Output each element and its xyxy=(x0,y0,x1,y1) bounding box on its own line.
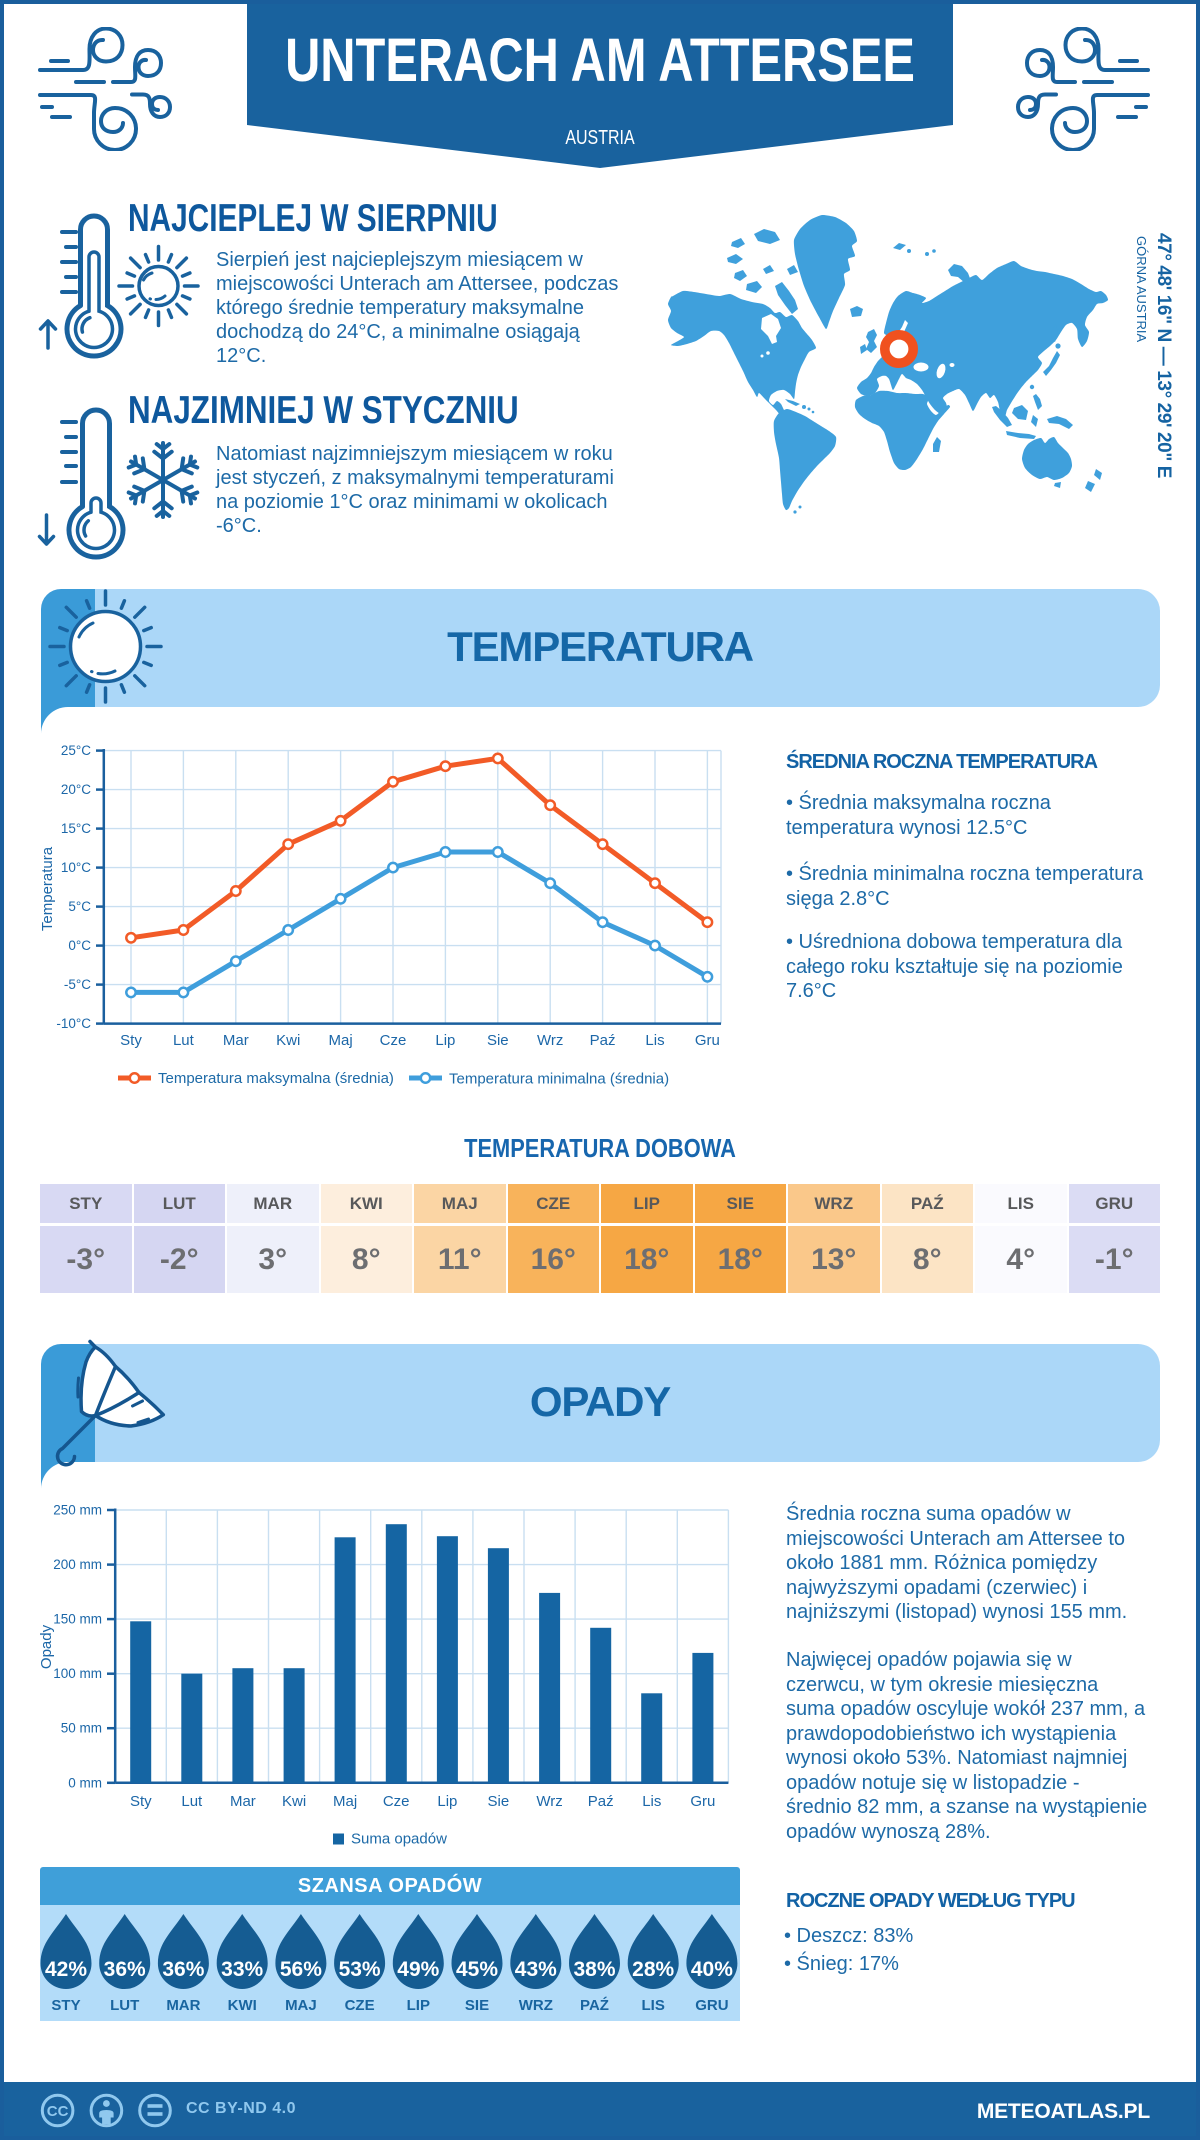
svg-text:25°C: 25°C xyxy=(61,743,91,758)
svg-text:36%: 36% xyxy=(162,1958,204,1981)
svg-text:Temperatura: Temperatura xyxy=(40,846,56,931)
svg-text:Sie: Sie xyxy=(488,1793,510,1810)
svg-text:Maj: Maj xyxy=(329,1032,353,1049)
svg-text:Cze: Cze xyxy=(380,1032,407,1049)
svg-text:Mar: Mar xyxy=(230,1793,256,1810)
svg-text:Mar: Mar xyxy=(223,1032,249,1049)
svg-text:Temperatura minimalna (średnia: Temperatura minimalna (średnia) xyxy=(449,1071,669,1088)
svg-text:MAJ: MAJ xyxy=(285,1997,317,2014)
svg-text:Suma opadów: Suma opadów xyxy=(351,1831,447,1848)
svg-text:KWI: KWI xyxy=(228,1997,257,2014)
svg-text:CC: CC xyxy=(47,2103,69,2120)
svg-text:Paź: Paź xyxy=(588,1793,614,1810)
svg-text:36%: 36% xyxy=(104,1958,146,1981)
svg-text:5°C: 5°C xyxy=(68,899,91,914)
svg-text:Sty: Sty xyxy=(120,1032,142,1049)
svg-text:Gru: Gru xyxy=(690,1793,715,1810)
svg-text:50 mm: 50 mm xyxy=(61,1721,102,1736)
svg-text:20°C: 20°C xyxy=(61,782,91,797)
svg-text:15°C: 15°C xyxy=(61,821,91,836)
svg-text:250 mm: 250 mm xyxy=(53,1503,102,1518)
svg-text:MAR: MAR xyxy=(166,1997,200,2014)
svg-text:49%: 49% xyxy=(397,1958,439,1981)
svg-text:38%: 38% xyxy=(573,1958,615,1981)
svg-text:Maj: Maj xyxy=(333,1793,357,1810)
svg-text:LIP: LIP xyxy=(407,1997,430,2014)
svg-text:45%: 45% xyxy=(456,1958,498,1981)
svg-text:Kwi: Kwi xyxy=(282,1793,306,1810)
svg-text:GRU: GRU xyxy=(695,1997,728,2014)
svg-text:LUT: LUT xyxy=(110,1997,139,2014)
svg-text:0°C: 0°C xyxy=(68,938,91,953)
svg-text:Opady: Opady xyxy=(40,1624,55,1669)
svg-text:Sie: Sie xyxy=(487,1032,509,1049)
svg-text:-5°C: -5°C xyxy=(64,977,91,992)
svg-text:Lis: Lis xyxy=(642,1793,661,1810)
svg-text:150 mm: 150 mm xyxy=(53,1612,102,1627)
svg-text:56%: 56% xyxy=(280,1958,322,1981)
svg-text:LIS: LIS xyxy=(642,1997,665,2014)
svg-text:Lip: Lip xyxy=(437,1793,457,1810)
svg-text:28%: 28% xyxy=(632,1958,674,1981)
svg-text:Lis: Lis xyxy=(645,1032,664,1049)
svg-text:Lip: Lip xyxy=(435,1032,455,1049)
svg-text:200 mm: 200 mm xyxy=(53,1557,102,1572)
svg-text:Lut: Lut xyxy=(181,1793,203,1810)
svg-text:Temperatura maksymalna (średni: Temperatura maksymalna (średnia) xyxy=(158,1070,394,1087)
svg-text:Sty: Sty xyxy=(130,1793,152,1810)
svg-text:43%: 43% xyxy=(515,1958,557,1981)
svg-text:-10°C: -10°C xyxy=(56,1016,91,1031)
svg-text:33%: 33% xyxy=(221,1958,263,1981)
svg-text:100 mm: 100 mm xyxy=(53,1666,102,1681)
svg-text:CZE: CZE xyxy=(345,1997,375,2014)
svg-text:PAŹ: PAŹ xyxy=(580,1997,609,2014)
svg-text:53%: 53% xyxy=(339,1958,381,1981)
svg-text:Kwi: Kwi xyxy=(276,1032,300,1049)
svg-text:Cze: Cze xyxy=(383,1793,410,1810)
svg-text:Paź: Paź xyxy=(590,1032,616,1049)
svg-text:40%: 40% xyxy=(691,1958,733,1981)
svg-text:Wrz: Wrz xyxy=(536,1793,562,1810)
svg-text:STY: STY xyxy=(51,1997,80,2014)
svg-text:Wrz: Wrz xyxy=(537,1032,563,1049)
svg-text:42%: 42% xyxy=(45,1958,87,1981)
svg-text:SIE: SIE xyxy=(465,1997,489,2014)
svg-text:10°C: 10°C xyxy=(61,860,91,875)
svg-text:0 mm: 0 mm xyxy=(68,1775,102,1790)
svg-text:Lut: Lut xyxy=(173,1032,195,1049)
svg-text:WRZ: WRZ xyxy=(519,1997,553,2014)
svg-text:Gru: Gru xyxy=(695,1032,720,1049)
